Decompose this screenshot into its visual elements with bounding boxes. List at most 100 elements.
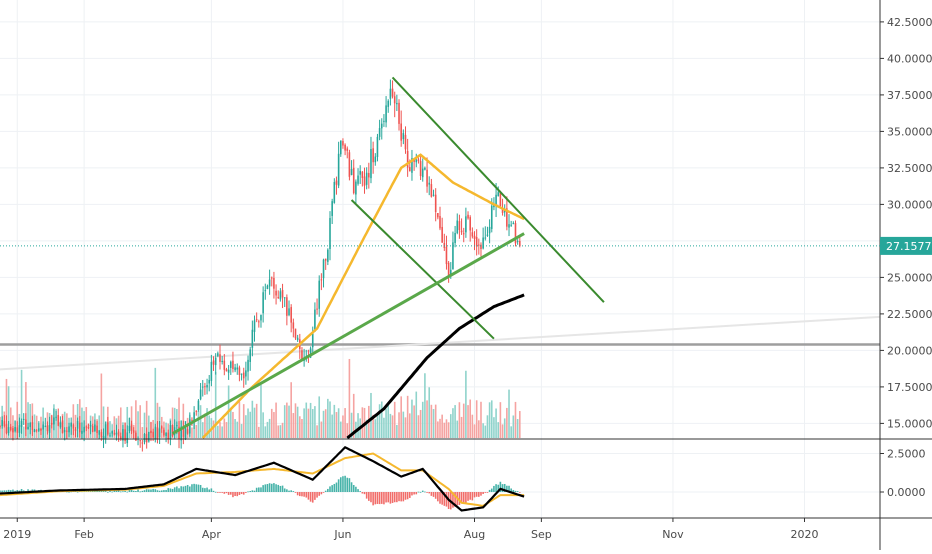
histogram-bar xyxy=(314,492,316,500)
histogram-bar xyxy=(223,492,226,494)
candle-body xyxy=(378,128,381,137)
histogram-bar xyxy=(27,489,29,492)
candle-body xyxy=(113,432,116,435)
histogram-bar xyxy=(141,490,144,492)
candle-body xyxy=(46,425,49,432)
volume-bar xyxy=(458,402,461,438)
candle-body xyxy=(283,297,286,299)
histogram-bar xyxy=(324,490,327,492)
histogram-bar xyxy=(152,488,154,492)
candle-body xyxy=(5,424,8,434)
histogram-bar xyxy=(331,485,333,492)
candle-body xyxy=(253,320,256,332)
candle-body xyxy=(148,431,150,442)
histogram-bar xyxy=(158,490,161,492)
candle-body xyxy=(270,277,273,279)
histogram-bar xyxy=(482,492,484,494)
oscillator-signal-line xyxy=(0,452,525,507)
histogram-bar xyxy=(283,488,286,492)
histogram-bar xyxy=(262,485,264,492)
candle-body xyxy=(225,369,228,372)
oscillator-tick-label: 0.0000 xyxy=(887,486,926,499)
volume-bar xyxy=(25,382,27,438)
histogram-bar xyxy=(251,490,254,492)
volume-bar xyxy=(430,404,433,438)
histogram-bar xyxy=(303,492,305,497)
volume-bar xyxy=(240,424,243,438)
histogram-bar xyxy=(145,489,148,492)
volume-bar xyxy=(262,412,264,438)
candle-body xyxy=(465,216,467,233)
volume-bar xyxy=(199,405,202,438)
histogram-bar xyxy=(160,490,163,492)
volume-bar xyxy=(376,415,379,438)
candle-body xyxy=(141,442,144,444)
volume-bar xyxy=(337,408,340,438)
volume-bar xyxy=(314,406,316,438)
histogram-bar xyxy=(76,491,79,493)
histogram-bar xyxy=(148,489,150,492)
histogram-bar xyxy=(406,492,409,500)
histogram-bar xyxy=(490,488,493,492)
candle-body xyxy=(18,425,21,433)
histogram-bar xyxy=(296,492,299,496)
volume-bar xyxy=(191,427,193,438)
price-tick-label: 32.5000 xyxy=(887,162,932,175)
histogram-bar xyxy=(424,491,426,493)
histogram-bar xyxy=(258,487,260,492)
candle-body xyxy=(50,422,53,425)
candle-body xyxy=(279,291,282,300)
candle-body xyxy=(471,232,474,237)
volume-bar xyxy=(55,408,57,438)
volume-bar xyxy=(454,405,456,438)
candle-body xyxy=(126,432,129,444)
candle-body xyxy=(415,159,418,163)
volume-bar xyxy=(512,415,515,438)
candle-body xyxy=(294,328,297,339)
volume-bar xyxy=(279,425,282,438)
volume-bar xyxy=(273,412,275,438)
histogram-bar xyxy=(232,492,234,498)
volume-bar xyxy=(249,411,251,438)
candle-body xyxy=(107,422,109,435)
candle-body xyxy=(286,297,288,316)
oscillator-pane xyxy=(0,445,525,512)
histogram-bar xyxy=(486,492,489,493)
volume-bar xyxy=(294,403,297,438)
candle-body xyxy=(452,242,454,270)
histogram-bar xyxy=(391,492,394,503)
volume-bar xyxy=(305,402,308,438)
volume-bar xyxy=(426,400,428,438)
candle-body xyxy=(109,435,111,437)
histogram-bar xyxy=(186,484,189,492)
candle-body xyxy=(333,182,336,203)
candle-body xyxy=(322,259,325,279)
histogram-bar xyxy=(501,484,504,492)
volume-bar xyxy=(72,404,75,438)
volume-bar xyxy=(171,407,174,438)
volume-bar xyxy=(441,414,443,438)
volume-bar xyxy=(469,399,471,438)
volume-bar xyxy=(232,411,234,438)
histogram-bar xyxy=(510,488,512,492)
candle-body xyxy=(277,296,280,298)
candle-body xyxy=(27,426,29,430)
candle-body xyxy=(329,218,331,250)
volume-bar xyxy=(365,419,368,438)
candle-body xyxy=(98,430,101,435)
histogram-bar xyxy=(264,484,267,492)
volume-bar xyxy=(501,424,504,438)
volume-bar xyxy=(439,418,441,438)
histogram-bar xyxy=(0,490,1,492)
histogram-bar xyxy=(3,490,6,492)
candle-body xyxy=(193,412,195,421)
volume-bar xyxy=(301,419,303,438)
histogram-bar xyxy=(460,492,463,504)
candle-body xyxy=(363,176,366,186)
volume-bar xyxy=(27,402,29,438)
volume-bar xyxy=(66,413,68,438)
time-tick-label: Feb xyxy=(74,528,93,541)
histogram-bar xyxy=(348,478,351,492)
histogram-bar xyxy=(516,491,519,492)
